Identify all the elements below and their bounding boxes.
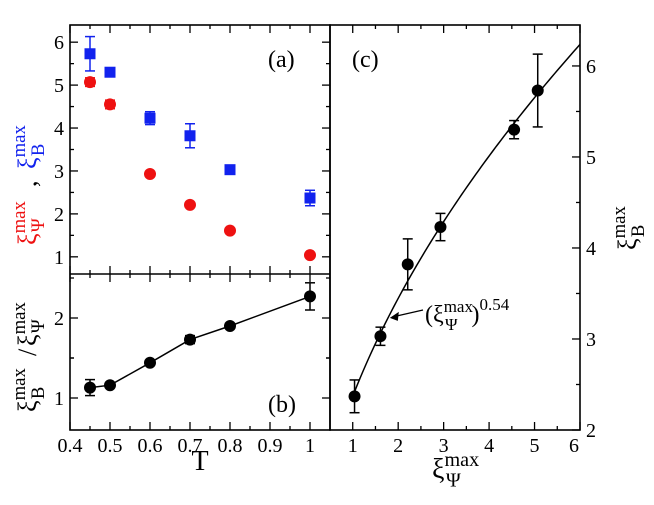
ylabel-a: ξmaxΨ, ξmaxB xyxy=(9,125,49,245)
ratio-point xyxy=(184,333,196,346)
data-point xyxy=(374,330,387,343)
b-point xyxy=(144,112,156,124)
b-point xyxy=(224,164,236,176)
ylabel-c-xi: ξmaxB xyxy=(609,206,649,250)
panel-a: 1 2 3 4 5 6 (a) xyxy=(54,25,330,274)
x-tick-label: 0.6 xyxy=(138,435,163,457)
xlabel-c: ξmax Ψ xyxy=(432,449,479,491)
y-tick-label: 2 xyxy=(54,204,64,226)
annotation-label: (ξmax Ψ)0.54 xyxy=(425,295,510,334)
right-frame xyxy=(329,24,581,431)
ylabel-b-sep: / xyxy=(13,348,42,356)
annotation-arrowhead xyxy=(389,311,399,321)
x-tick-label: 1 xyxy=(348,435,358,457)
psi-point xyxy=(304,249,316,262)
psi-point xyxy=(84,76,96,89)
ratio-point xyxy=(304,290,316,303)
y-tick-label: 3 xyxy=(586,329,596,351)
ylabel-c: ξmaxB xyxy=(609,206,649,250)
b-point xyxy=(84,48,96,60)
x-tick-label: 0.9 xyxy=(258,435,283,457)
ylabel-a-b: ξmaxB xyxy=(9,125,49,169)
x-tick-label: 1 xyxy=(305,435,315,457)
y-tick-label: 5 xyxy=(586,147,596,169)
y-tick-label: 4 xyxy=(54,118,64,140)
ratio-point xyxy=(84,381,96,394)
ylabel-b-num: ξmaxB xyxy=(9,368,49,412)
ratio-line xyxy=(89,295,311,389)
y-tick-label: 6 xyxy=(54,32,64,54)
ylabel-a-sep: , xyxy=(13,181,42,188)
x-tick-label: 0.7 xyxy=(178,435,203,457)
psi-point xyxy=(144,167,156,180)
panel-label-a: (a) xyxy=(268,47,295,73)
ratio-point xyxy=(144,356,156,369)
x-tick-label: 5 xyxy=(530,435,540,457)
panel-b: 1 2 0.4 0.5 0.6 0.7 0.8 0.9 1 (b) xyxy=(54,274,330,457)
y-tick-label: 2 xyxy=(54,308,64,330)
y-tick-label: 6 xyxy=(586,56,596,78)
data-point xyxy=(508,123,521,136)
x-tick-label: 0.5 xyxy=(98,435,123,457)
panel-label-c: (c) xyxy=(352,47,379,73)
y-tick-label: 3 xyxy=(54,161,64,183)
b-point xyxy=(304,192,316,204)
xlabel-b: T xyxy=(191,446,208,477)
b-point xyxy=(184,130,196,142)
x-tick-label: 0.8 xyxy=(218,435,243,457)
axis-labels: ξmaxΨ, ξmaxB ξmaxB / ξmaxΨ T ξmax Ψ ξmaxB xyxy=(9,24,649,491)
x-tick-label: 2 xyxy=(393,435,403,457)
psi-point xyxy=(224,224,236,237)
x-tick-label: 0.4 xyxy=(58,435,83,457)
y-tick-label: 2 xyxy=(586,420,596,442)
data-point xyxy=(531,84,544,97)
y-tick-label: 5 xyxy=(54,75,64,97)
panel-label-b: (b) xyxy=(268,392,296,418)
x-tick-label: 3 xyxy=(439,435,449,457)
ratio-point xyxy=(104,379,116,392)
data-point xyxy=(401,258,414,271)
psi-point xyxy=(104,98,116,111)
data-point xyxy=(434,221,447,234)
ratio-point xyxy=(224,320,236,332)
x-tick-label: 4 xyxy=(484,435,494,457)
y-tick-label: 4 xyxy=(586,238,596,260)
ylabel-b: ξmaxB / ξmaxΨ xyxy=(9,302,49,412)
b-point xyxy=(104,66,116,78)
x-tick-label: 6 xyxy=(569,435,579,457)
y-tick-label: 1 xyxy=(54,247,64,269)
ylabel-a-psi: ξmaxΨ xyxy=(9,201,49,245)
fit-curve xyxy=(353,43,581,392)
y-tick-label: 1 xyxy=(54,388,64,410)
data-point xyxy=(348,390,361,403)
psi-point xyxy=(184,198,196,211)
ylabel-b-den: ξmaxΨ xyxy=(9,302,49,346)
left-frame xyxy=(69,24,331,431)
